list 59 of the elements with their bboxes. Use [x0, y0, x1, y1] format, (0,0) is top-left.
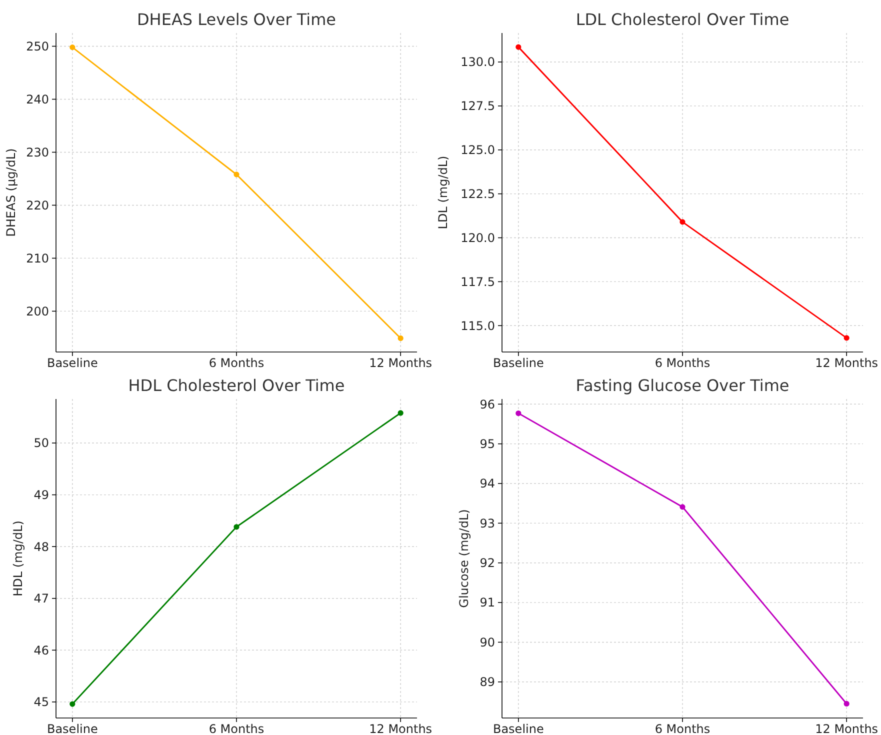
point: [70, 44, 76, 50]
point: [398, 410, 404, 416]
y-tick-label: 250: [26, 39, 49, 54]
y-tick-label: 117.5: [460, 274, 495, 289]
y-axis-title: DHEAS (µg/dL): [4, 148, 18, 237]
y-tick-label: 45: [34, 695, 49, 710]
chart-title: Fasting Glucose Over Time: [576, 376, 790, 395]
y-tick-label: 46: [34, 643, 49, 658]
y-tick-label: 210: [26, 251, 49, 266]
y-tick-label: 50: [34, 436, 49, 450]
x-tick-label: 12 Months: [369, 356, 432, 370]
point: [516, 410, 522, 416]
point: [680, 504, 686, 510]
x-tick-label: 6 Months: [654, 722, 710, 735]
y-tick-label: 47: [34, 592, 49, 606]
y-tick-label: 125.0: [460, 143, 495, 158]
y-tick-label: 92: [480, 556, 495, 570]
chart-title: HDL Cholesterol Over Time: [128, 376, 345, 395]
x-tick-label: 6 Months: [208, 356, 264, 370]
point: [844, 335, 850, 341]
y-tick-label: 120.0: [460, 230, 495, 245]
y-tick-label: 49: [34, 488, 49, 502]
point: [516, 44, 522, 50]
y-tick-label: 240: [26, 92, 49, 106]
x-tick-label: 6 Months: [654, 356, 710, 370]
y-tick-label: 95: [480, 437, 495, 452]
chart-title: LDL Cholesterol Over Time: [576, 10, 790, 29]
x-tick-label: 12 Months: [815, 356, 878, 370]
y-axis-title: HDL (mg/dL): [11, 520, 25, 596]
x-tick-label: Baseline: [492, 356, 544, 370]
y-tick-label: 91: [480, 596, 495, 610]
y-tick-label: 48: [34, 540, 49, 554]
x-tick-label: Baseline: [492, 722, 544, 735]
y-tick-label: 127.5: [460, 99, 495, 114]
point: [234, 172, 240, 178]
y-tick-label: 230: [26, 145, 49, 160]
y-axis-title: Glucose (mg/dL): [457, 509, 471, 608]
y-tick-label: 130.0: [460, 55, 495, 70]
y-tick-label: 96: [480, 397, 495, 412]
point: [70, 701, 76, 707]
y-tick-label: 200: [26, 304, 49, 318]
x-tick-label: 12 Months: [815, 722, 878, 735]
y-tick-label: 122.5: [460, 187, 495, 202]
point: [234, 524, 240, 530]
y-tick-label: 94: [480, 476, 495, 491]
point: [680, 219, 686, 225]
x-tick-label: Baseline: [46, 722, 98, 735]
x-tick-label: 12 Months: [369, 722, 432, 735]
x-tick-label: 6 Months: [208, 722, 264, 735]
y-tick-label: 89: [480, 675, 495, 690]
y-tick-label: 90: [480, 635, 495, 650]
point: [844, 700, 850, 707]
y-tick-label: 93: [480, 516, 495, 530]
y-tick-label: 220: [26, 198, 49, 212]
y-axis-title: LDL (mg/dL): [436, 156, 450, 230]
y-tick-label: 115.0: [460, 318, 495, 333]
x-tick-label: Baseline: [46, 356, 98, 370]
chart-title: DHEAS Levels Over Time: [136, 10, 336, 29]
point: [398, 335, 404, 342]
